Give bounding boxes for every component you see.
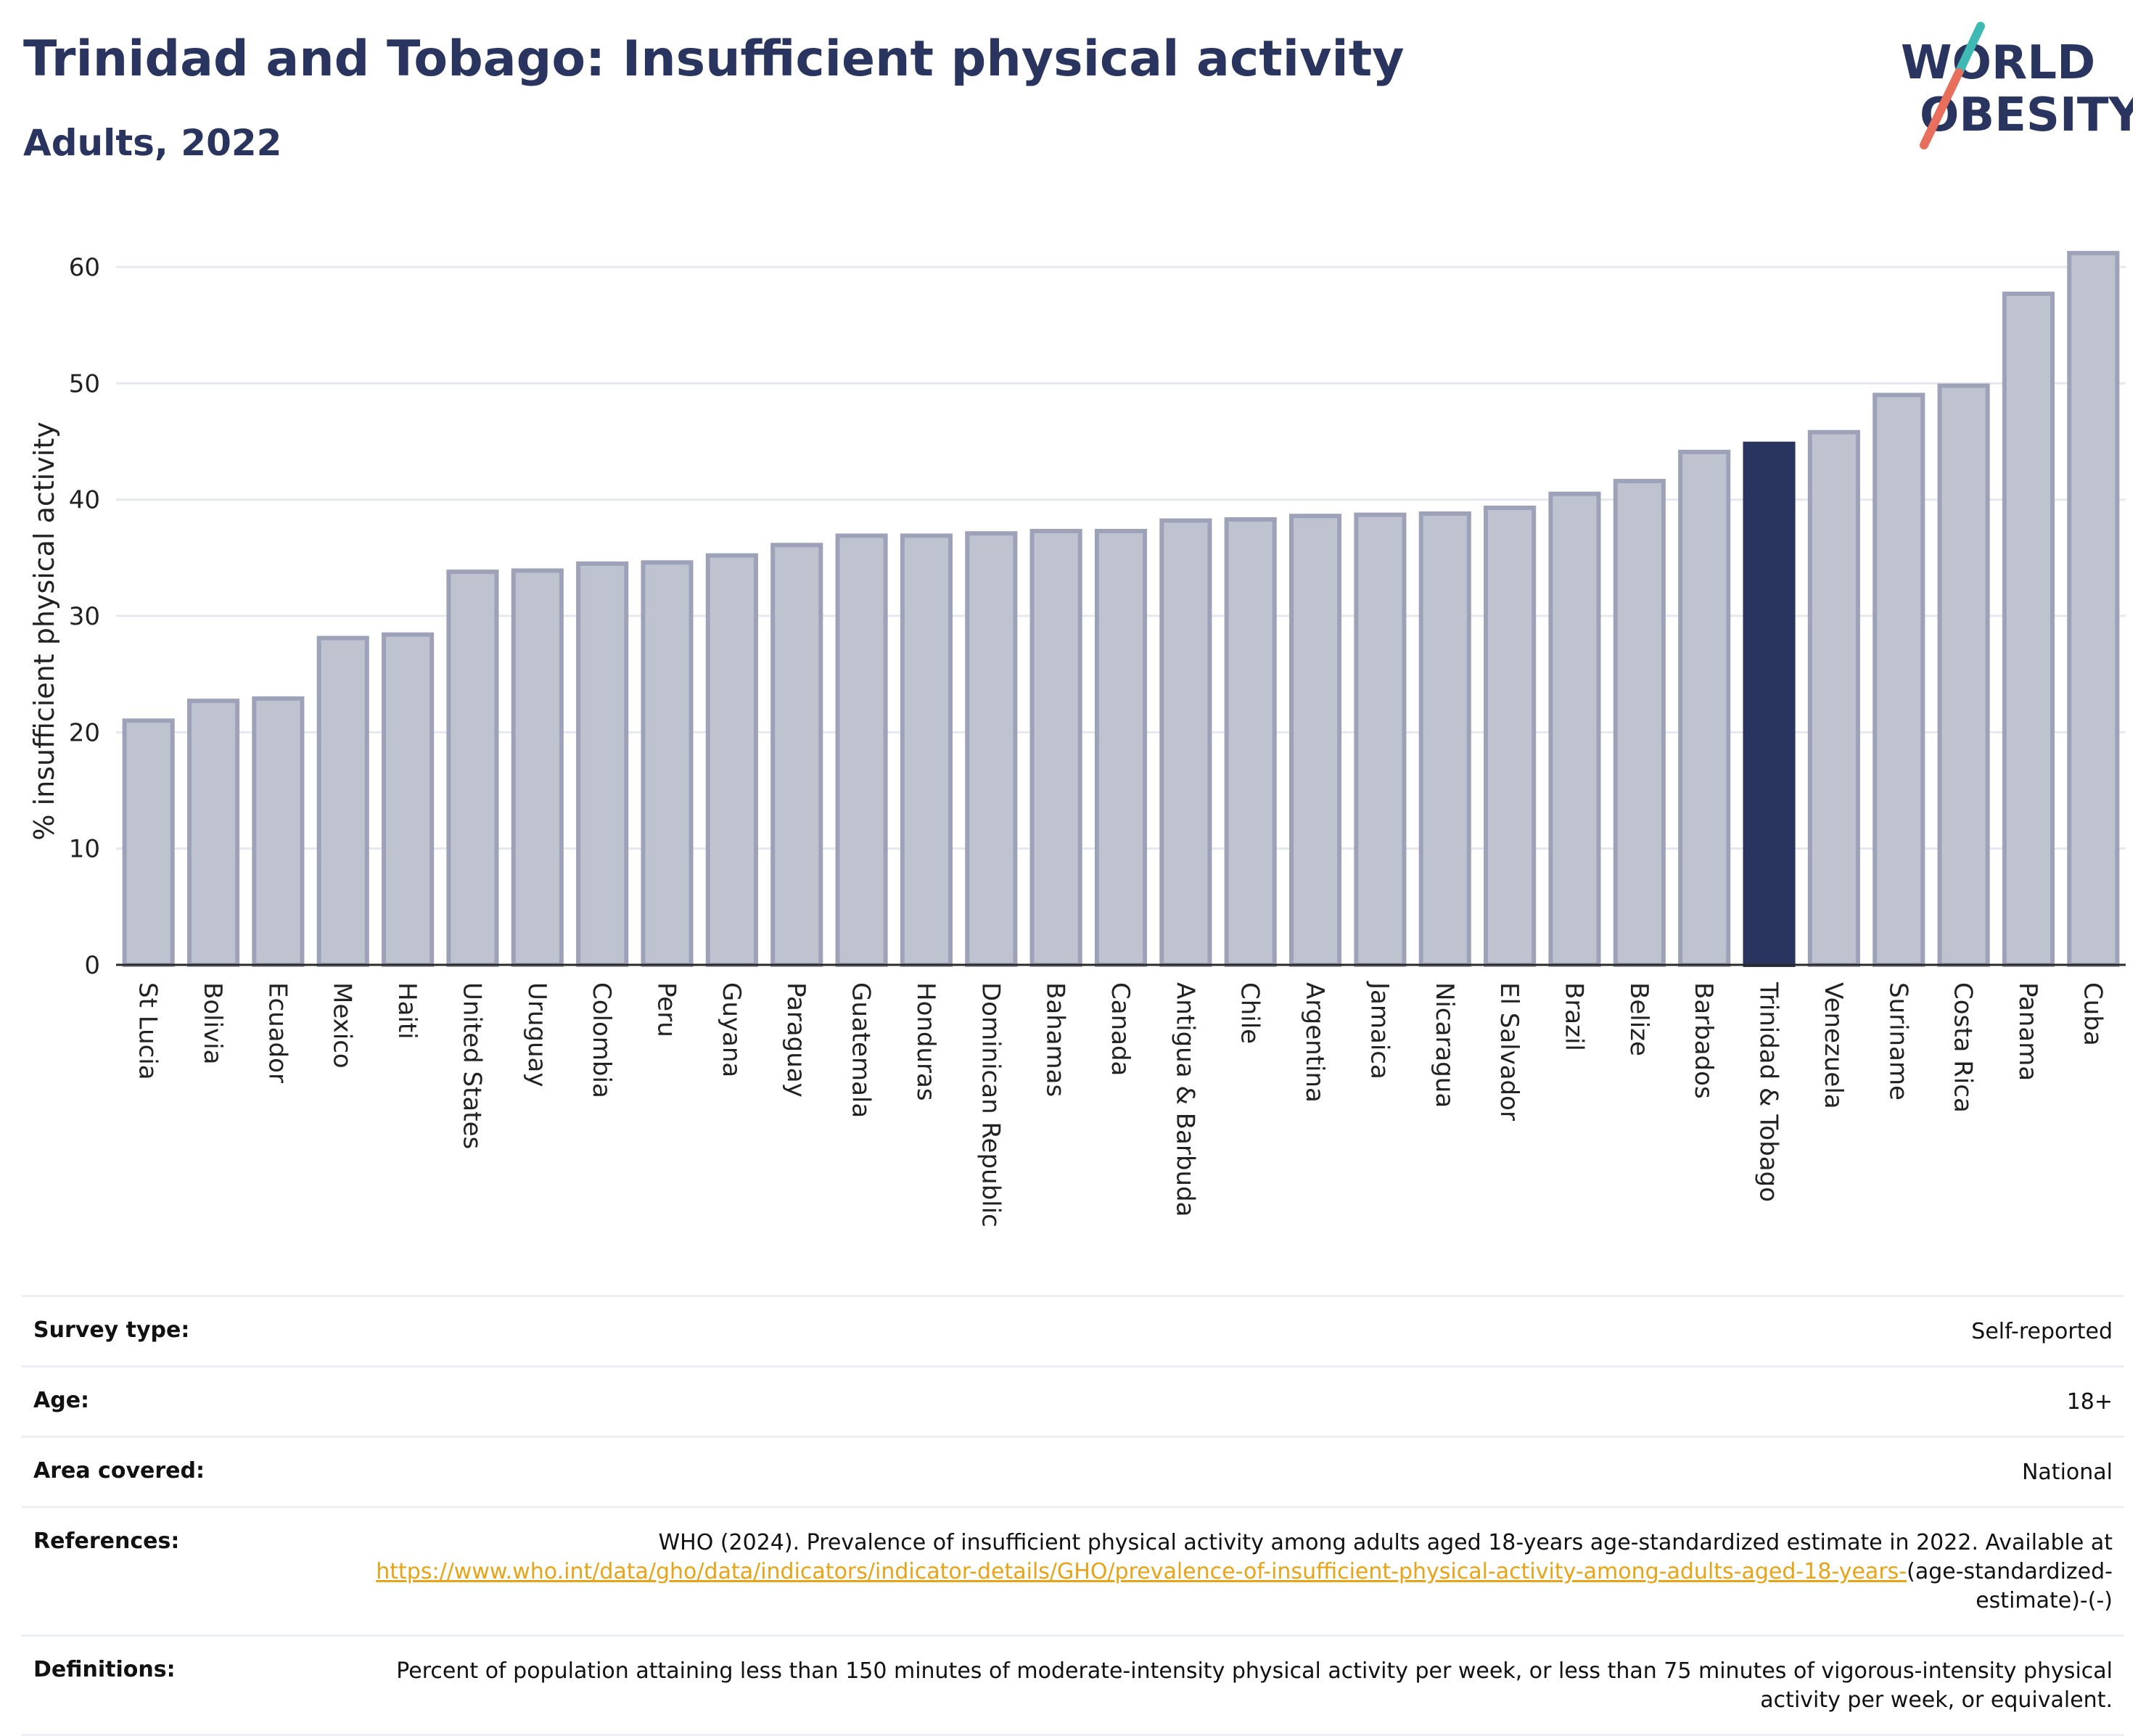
bar-peru xyxy=(641,560,694,967)
info-key: Definitions: xyxy=(33,1657,176,1682)
logo-line2: OBESITY xyxy=(1920,89,2133,142)
bars xyxy=(122,250,2120,968)
x-tick-label: Barbados xyxy=(1689,982,1718,1099)
x-tick-label: Canada xyxy=(1106,982,1135,1076)
x-tick-label: Cuba xyxy=(2078,982,2107,1046)
bar-cuba xyxy=(2067,250,2120,968)
y-tick-label: 40 xyxy=(69,486,100,515)
info-row-definitions: Definitions: Percent of population attai… xyxy=(22,1634,2124,1736)
y-tick-label: 10 xyxy=(69,835,100,864)
bar-panama xyxy=(2002,291,2055,967)
bar-argentina xyxy=(1289,514,1342,967)
info-row-references: References: WHO (2024). Prevalence of in… xyxy=(22,1506,2124,1634)
reference-text: WHO (2024). Prevalence of insufficient p… xyxy=(658,1530,2113,1555)
chart-subtitle: Adults, 2022 xyxy=(23,122,282,164)
x-tick-label: Venezuela xyxy=(1819,982,1848,1109)
info-value: National xyxy=(2021,1460,2113,1485)
x-tick-label: Jamaica xyxy=(1365,981,1394,1079)
bar-trinidad-tobago xyxy=(1743,441,1796,967)
bar-haiti xyxy=(382,632,435,967)
x-tick-label: Bahamas xyxy=(1041,982,1070,1097)
x-tick-label: Uruguay xyxy=(522,982,551,1087)
bar-belize xyxy=(1613,479,1666,967)
y-tick-label: 20 xyxy=(69,718,100,747)
y-tick-label: 0 xyxy=(84,951,100,980)
bar-el-salvador xyxy=(1484,505,1537,967)
bar-guatemala xyxy=(835,533,888,967)
chart-title: Trinidad and Tobago: Insufficient physic… xyxy=(23,30,1405,88)
info-value: WHO (2024). Prevalence of insufficient p… xyxy=(371,1529,2113,1616)
x-tick-label: Mexico xyxy=(328,982,357,1069)
x-tick-label: Peru xyxy=(652,982,681,1037)
y-tick-label: 50 xyxy=(69,369,100,398)
bar-nicaragua xyxy=(1418,511,1471,967)
bar-canada xyxy=(1094,529,1148,967)
x-tick-label: Suriname xyxy=(1883,982,1912,1101)
bar-honduras xyxy=(900,533,953,967)
logo-slash-top xyxy=(1954,22,1985,77)
x-tick-label: Antigua & Barbuda xyxy=(1170,982,1199,1217)
bar-jamaica xyxy=(1354,512,1407,967)
x-tick-label: Chile xyxy=(1236,982,1265,1044)
x-tick-label: Paraguay xyxy=(781,982,810,1098)
info-key: Survey type: xyxy=(33,1317,190,1343)
info-key: References: xyxy=(33,1529,180,1554)
bar-united-states xyxy=(446,569,499,967)
bar-mexico xyxy=(316,635,369,967)
bar-barbados xyxy=(1678,450,1731,967)
reference-link[interactable]: https://www.who.int/data/gho/data/indica… xyxy=(376,1559,1907,1584)
x-tick-label: Honduras xyxy=(911,982,940,1101)
x-tick-label: St Lucia xyxy=(133,982,163,1080)
info-value: Self-reported xyxy=(1971,1319,2113,1344)
x-tick-label: Ecuador xyxy=(263,982,292,1083)
bar-brazil xyxy=(1548,491,1601,967)
bar-costa-rica xyxy=(1937,383,1990,967)
x-tick-label: Colombia xyxy=(587,982,616,1098)
x-tick-label: Bolivia xyxy=(198,982,227,1064)
info-key: Area covered: xyxy=(33,1458,205,1484)
bar-colombia xyxy=(576,561,629,967)
x-tick-label: Guatemala xyxy=(847,982,876,1118)
x-tick-label: United States xyxy=(457,982,486,1149)
y-tick-label: 60 xyxy=(69,253,100,282)
x-tick-label: Nicaragua xyxy=(1430,982,1459,1108)
bar-dominican-republic xyxy=(965,531,1018,967)
bar-st-lucia xyxy=(122,718,175,967)
bar-chile xyxy=(1224,517,1277,967)
info-value: Percent of population attaining less tha… xyxy=(396,1658,2113,1713)
y-tick-label: 30 xyxy=(69,602,100,631)
x-tick-label: Guyana xyxy=(717,982,746,1077)
world-obesity-logo: WORLD OBESITY xyxy=(1901,22,2133,149)
info-row-age: Age: 18+ xyxy=(22,1365,2124,1436)
axes: 0 10 20 30 40 50 60 St Lucia Bolivia Ecuador Mexic… xyxy=(28,253,2126,1227)
y-axis-label: % insufficient physical activity xyxy=(28,421,60,840)
info-row-survey: Survey type: Self-reported xyxy=(22,1295,2124,1365)
info-row-area: Area covered: National xyxy=(22,1436,2124,1506)
x-tick-label: Argentina xyxy=(1300,982,1329,1103)
bar-paraguay xyxy=(770,543,823,967)
bar-venezuela xyxy=(1807,429,1860,967)
x-tick-label: El Salvador xyxy=(1495,982,1524,1121)
logo-line1: WORLD xyxy=(1901,36,2095,90)
metadata-table: Survey type: Self-reported Age: 18+ Area… xyxy=(22,1295,2124,1736)
bar-bahamas xyxy=(1029,529,1082,967)
bar-chart: 0 10 20 30 40 50 60 St Lucia Bolivia Ecuador Mexic… xyxy=(28,250,2126,1227)
bar-guyana xyxy=(705,553,758,967)
x-tick-label: Belize xyxy=(1624,982,1653,1056)
x-tick-label: Dominican Republic xyxy=(976,982,1005,1227)
bar-ecuador xyxy=(252,696,305,967)
x-tick-label: Costa Rica xyxy=(1949,982,1978,1113)
reference-suffix: (age-standardized-estimate)-(-) xyxy=(1907,1559,2113,1613)
bar-suriname xyxy=(1872,392,1925,967)
x-tick-label: Haiti xyxy=(392,982,422,1040)
bar-antigua-barbuda xyxy=(1159,518,1212,967)
x-tick-label: Brazil xyxy=(1559,982,1588,1051)
bar-uruguay xyxy=(511,568,564,967)
info-key: Age: xyxy=(33,1388,90,1413)
x-tick-label: Trinidad & Tobago xyxy=(1754,982,1783,1202)
bar-bolivia xyxy=(186,699,240,967)
info-value: 18+ xyxy=(2066,1389,2113,1415)
logo-slash-bottom xyxy=(1920,68,1963,149)
x-tick-label: Panama xyxy=(2013,982,2042,1081)
